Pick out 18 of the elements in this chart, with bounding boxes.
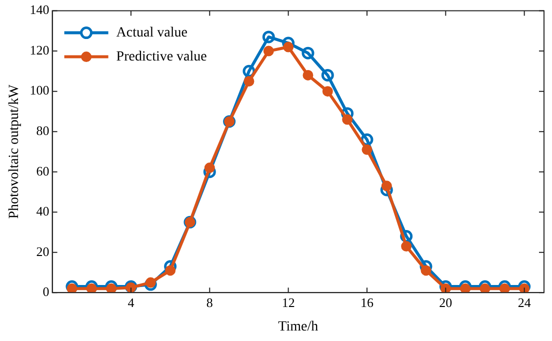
legend-label: Actual value [116,25,188,40]
x-tick-label: 24 [518,294,532,310]
x-tick-label: 12 [282,294,295,310]
x-axis-title: Time/h [278,319,318,334]
x-tick-label: 20 [439,294,452,310]
y-tick-label: 80 [36,122,50,138]
y-tick-label: 60 [36,163,50,178]
y-tick-label: 20 [36,244,50,259]
x-tick-label: 8 [206,294,213,310]
x-tick-label: 4 [128,294,135,310]
y-tick-label: 40 [36,204,50,219]
y-tick-label: 120 [30,42,50,58]
legend-label: Predictive value [116,49,207,64]
y-tick-label: 140 [30,2,50,18]
y-tick-label: 0 [42,284,50,300]
y-tick-label: 100 [30,82,50,98]
x-tick-label: 16 [360,294,374,310]
y-axis-title: Photovoltaic output/kW [7,84,22,219]
